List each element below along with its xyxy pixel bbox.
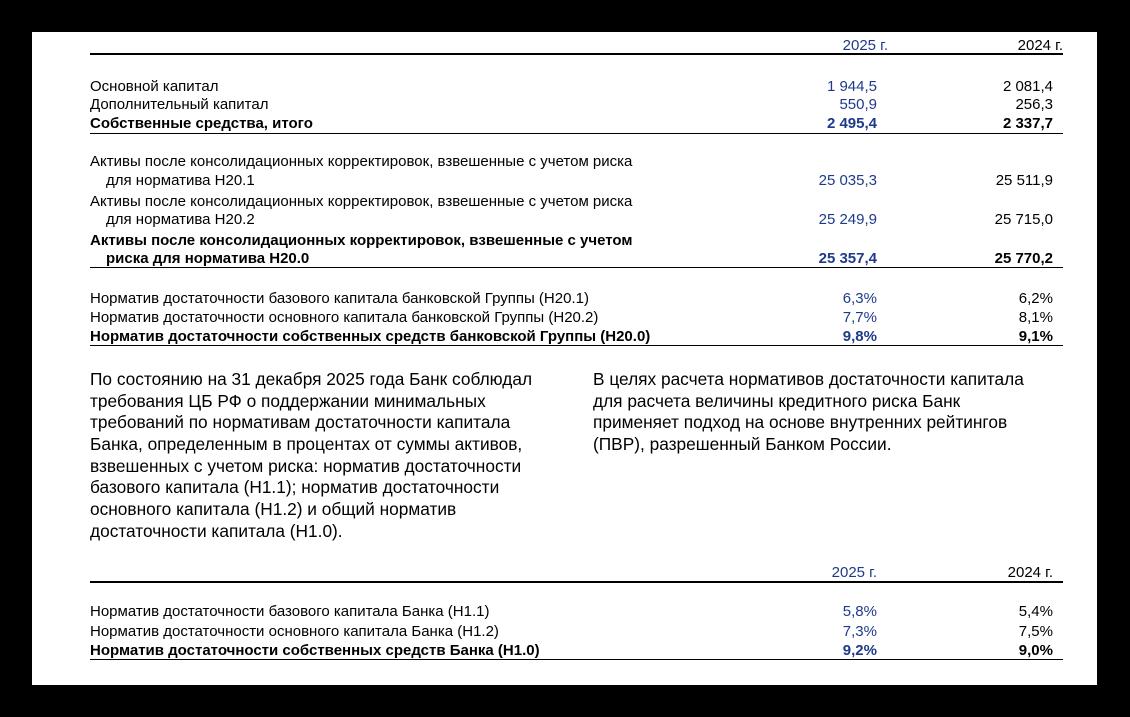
value-2024: 25 770,2 — [994, 250, 1053, 267]
row-label: Норматив достаточности собственных средс… — [90, 642, 540, 659]
value-2024: 8,1% — [1018, 309, 1053, 326]
row-label: Норматив достаточности основного капитал… — [90, 309, 599, 326]
table-row: Норматив достаточности базового капитала… — [90, 602, 1063, 621]
paragraph-line: В целях расчета нормативов достаточности… — [593, 369, 1024, 389]
table2-header: 2025 г. 2024 г. — [90, 563, 1063, 582]
paragraph-line: основного капитала (Н1.2) и общий нормат… — [90, 499, 457, 520]
value-2024: 6,2% — [1018, 290, 1053, 307]
table-row: Норматив достаточности базового капитала… — [90, 289, 1063, 308]
value-2024: 9,1% — [1018, 328, 1053, 345]
header-rule — [90, 53, 1063, 55]
row-label: Активы после консолидационных корректиро… — [90, 153, 633, 170]
paragraph-line: для расчета величины кредитного риска Ба… — [593, 390, 961, 411]
total-rule — [90, 659, 1063, 660]
row-label-cont: для норматива Н20.2 — [106, 211, 255, 228]
value-2024: 25 715,0 — [994, 211, 1053, 228]
paragraph-line: требований по нормативам достаточности к… — [90, 412, 511, 433]
row-label: Собственные средства, итого — [90, 115, 313, 132]
table-row-total: Активы после консолидационных корректиро… — [90, 231, 1063, 250]
header-2025: 2025 г. — [842, 37, 888, 54]
header-2024: 2024 г. — [1007, 564, 1053, 581]
value-2025: 25 249,9 — [818, 211, 877, 228]
header-rule — [90, 581, 1063, 583]
value-2025: 550,9 — [839, 96, 877, 113]
value-2025: 6,3% — [842, 290, 877, 307]
table-row-total: риска для норматива Н20.0 25 357,4 25 77… — [90, 249, 1063, 268]
total-rule — [90, 133, 1063, 134]
row-label: Дополнительный капитал — [90, 96, 269, 113]
row-label: Норматив достаточности основного капитал… — [90, 623, 499, 640]
value-2024: 256,3 — [1015, 96, 1053, 113]
value-2025: 9,8% — [842, 328, 877, 345]
table-row: для норматива Н20.1 25 035,3 25 511,9 — [90, 171, 1063, 190]
table-row: Норматив достаточности основного капитал… — [90, 622, 1063, 641]
paragraph-line: базового капитала (Н1.1); норматив доста… — [90, 477, 500, 498]
document-page: 2025 г. 2024 г. Основной капитал 1 944,5… — [32, 32, 1097, 685]
table-row: Активы после консолидационных корректиро… — [90, 152, 1063, 171]
paragraph-compliance: По состоянию на 31 декабря 2025 года Бан… — [90, 369, 532, 543]
row-label: Норматив достаточности базового капитала… — [90, 290, 589, 307]
paragraph-line: Банка, определенным в процентах от суммы… — [90, 434, 523, 455]
row-label: Активы после консолидационных корректиро… — [90, 232, 633, 249]
table-row: для норматива Н20.2 25 249,9 25 715,0 — [90, 210, 1063, 229]
paragraph-line: достаточности капитала (Н1.0). — [90, 520, 343, 541]
value-2025: 9,2% — [842, 642, 877, 659]
value-2025: 2 495,4 — [826, 115, 877, 132]
value-2025: 25 035,3 — [818, 172, 877, 189]
header-2025: 2025 г. — [831, 564, 877, 581]
table-row: Основной капитал 1 944,5 2 081,4 — [90, 77, 1063, 96]
paragraph-line: (ПВР), разрешенный Банком России. — [593, 434, 892, 455]
value-2025: 25 357,4 — [818, 250, 877, 267]
value-2024: 25 511,9 — [995, 172, 1053, 189]
row-label: Активы после консолидационных корректиро… — [90, 193, 633, 210]
paragraph-irb-approach: В целях расчета нормативов достаточности… — [593, 369, 1024, 456]
table-row-total: Норматив достаточности собственных средс… — [90, 327, 1063, 346]
value-2024: 2 337,7 — [1002, 115, 1053, 132]
value-2024: 7,5% — [1018, 623, 1053, 640]
row-label-cont: для норматива Н20.1 — [106, 172, 255, 189]
value-2025: 7,7% — [842, 309, 877, 326]
value-2025: 5,8% — [842, 603, 877, 620]
paragraph-line: требования ЦБ РФ о поддержании минимальн… — [90, 390, 486, 411]
value-2024: 9,0% — [1018, 642, 1053, 659]
table-row-total: Норматив достаточности собственных средс… — [90, 641, 1063, 660]
row-label: Основной капитал — [90, 78, 219, 95]
value-2025: 7,3% — [842, 623, 877, 640]
value-2024: 5,4% — [1018, 603, 1053, 620]
value-2025: 1 944,5 — [826, 78, 877, 95]
table-row-total: Собственные средства, итого 2 495,4 2 33… — [90, 114, 1063, 133]
table1-header: 2025 г. 2024 г. — [90, 36, 1063, 55]
row-label: Норматив достаточности собственных средс… — [90, 328, 651, 345]
paragraph-line: взвешенных с учетом риска: норматив дост… — [90, 455, 522, 476]
row-label: Норматив достаточности базового капитала… — [90, 603, 490, 620]
total-rule — [90, 345, 1063, 346]
value-2024: 2 081,4 — [1002, 78, 1053, 95]
table-row: Активы после консолидационных корректиро… — [90, 192, 1063, 211]
table-row: Норматив достаточности основного капитал… — [90, 308, 1063, 327]
row-label-cont: риска для норматива Н20.0 — [106, 250, 310, 267]
paragraph-line: применяет подход на основе внутренних ре… — [593, 412, 1008, 433]
paragraph-line: По состоянию на 31 декабря 2025 года Бан… — [90, 369, 533, 389]
total-rule — [90, 267, 1063, 268]
table-row: Дополнительный капитал 550,9 256,3 — [90, 95, 1063, 114]
header-2024: 2024 г. — [1017, 37, 1063, 54]
